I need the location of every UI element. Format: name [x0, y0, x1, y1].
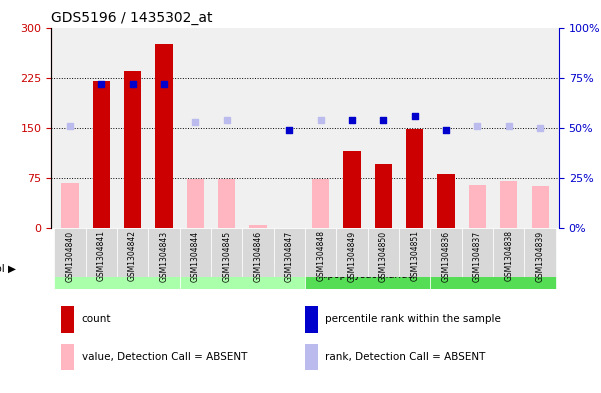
Point: [379, 117, 388, 123]
Text: GSM1304838: GSM1304838: [504, 230, 513, 281]
Text: interferon-γ +
lipopolysaccharide: interferon-γ + lipopolysaccharide: [322, 259, 413, 280]
Bar: [399, 228, 430, 277]
Bar: [305, 344, 318, 370]
Text: GDS5196 / 1435302_at: GDS5196 / 1435302_at: [51, 11, 213, 25]
Point: [191, 119, 200, 125]
Bar: [531, 186, 549, 228]
Bar: [124, 71, 141, 228]
Text: GSM1304847: GSM1304847: [285, 230, 294, 281]
Bar: [500, 181, 517, 228]
Bar: [525, 228, 556, 277]
Bar: [438, 174, 455, 228]
Text: GSM1304839: GSM1304839: [535, 230, 545, 281]
Bar: [61, 306, 74, 332]
Bar: [462, 228, 493, 277]
Point: [65, 123, 75, 129]
Point: [222, 117, 231, 123]
Bar: [54, 228, 85, 277]
Text: GSM1304845: GSM1304845: [222, 230, 231, 281]
Bar: [273, 228, 305, 277]
Bar: [61, 344, 74, 370]
Point: [347, 117, 357, 123]
Point: [504, 123, 514, 129]
Point: [159, 81, 169, 87]
Text: GSM1304848: GSM1304848: [316, 230, 325, 281]
Text: GSM1304836: GSM1304836: [442, 230, 451, 281]
Text: GSM1304851: GSM1304851: [410, 230, 419, 281]
Text: GSM1304840: GSM1304840: [66, 230, 75, 281]
Text: GSM1304846: GSM1304846: [254, 230, 263, 281]
Bar: [493, 228, 525, 277]
Point: [472, 123, 482, 129]
Bar: [305, 228, 337, 277]
Bar: [218, 179, 235, 228]
Point: [441, 127, 451, 133]
Bar: [211, 228, 242, 277]
Bar: [61, 182, 79, 228]
Bar: [343, 151, 361, 228]
Text: percentile rank within the sample: percentile rank within the sample: [325, 314, 501, 325]
Point: [535, 125, 545, 131]
Bar: [312, 179, 329, 228]
Bar: [117, 228, 148, 277]
Bar: [85, 228, 117, 277]
Bar: [180, 250, 305, 289]
Bar: [375, 164, 392, 228]
Bar: [430, 250, 556, 289]
Text: GSM1304841: GSM1304841: [97, 230, 106, 281]
Text: rank, Detection Call = ABSENT: rank, Detection Call = ABSENT: [325, 352, 486, 362]
Point: [316, 117, 326, 123]
Bar: [180, 228, 211, 277]
Text: interferon-γ: interferon-γ: [88, 264, 145, 274]
Bar: [155, 44, 172, 228]
Point: [410, 112, 419, 119]
Bar: [368, 228, 399, 277]
Point: [96, 81, 106, 87]
Text: GSM1304850: GSM1304850: [379, 230, 388, 281]
Bar: [337, 228, 368, 277]
Text: GSM1304849: GSM1304849: [347, 230, 356, 281]
Bar: [305, 306, 318, 332]
Bar: [305, 250, 430, 289]
Text: GSM1304842: GSM1304842: [128, 230, 137, 281]
Bar: [54, 250, 180, 289]
Bar: [430, 228, 462, 277]
Bar: [93, 81, 110, 228]
Text: lipopolysaccharide: lipopolysaccharide: [197, 264, 288, 274]
Bar: [242, 228, 273, 277]
Text: GSM1304844: GSM1304844: [191, 230, 200, 281]
Text: GSM1304837: GSM1304837: [473, 230, 482, 281]
Text: untreated control: untreated control: [451, 264, 535, 274]
Point: [128, 81, 138, 87]
Point: [284, 127, 294, 133]
Bar: [406, 129, 423, 228]
Text: value, Detection Call = ABSENT: value, Detection Call = ABSENT: [82, 352, 247, 362]
Bar: [148, 228, 180, 277]
Bar: [469, 184, 486, 228]
Bar: [249, 225, 267, 228]
Bar: [187, 179, 204, 228]
Text: GSM1304843: GSM1304843: [159, 230, 168, 281]
Text: count: count: [82, 314, 111, 325]
Text: protocol ▶: protocol ▶: [0, 264, 16, 274]
